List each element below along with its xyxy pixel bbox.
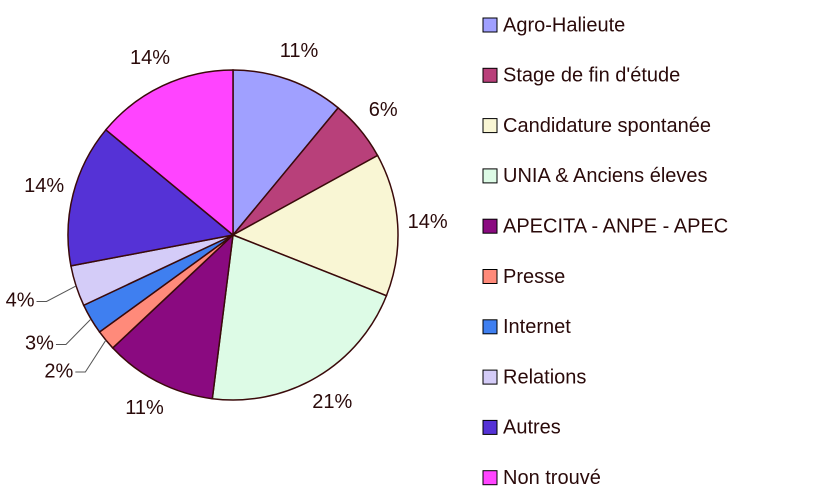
legend-label: Stage de fin d'étude bbox=[503, 65, 680, 87]
pie-slice bbox=[232, 69, 340, 238]
data-label: 11% bbox=[125, 397, 164, 419]
legend-swatch bbox=[482, 470, 498, 486]
legend-swatch bbox=[482, 168, 498, 184]
legend-label: Agro-Halieute bbox=[503, 14, 625, 36]
data-label: 21% bbox=[312, 391, 352, 413]
legend-swatch bbox=[482, 369, 498, 385]
leader-line bbox=[36, 285, 77, 302]
data-label: 4% bbox=[6, 290, 35, 312]
legend-label: Non trouvé bbox=[503, 467, 601, 489]
legend-swatch bbox=[482, 17, 498, 33]
data-label: 14% bbox=[130, 47, 170, 69]
pie-slice bbox=[104, 69, 234, 237]
data-label: 14% bbox=[408, 211, 448, 233]
legend-swatch bbox=[482, 218, 498, 234]
data-label: 14% bbox=[24, 175, 64, 197]
legend-label: Autres bbox=[503, 417, 561, 439]
legend-swatch bbox=[482, 118, 498, 134]
legend-label: Relations bbox=[503, 366, 586, 388]
legend-swatch bbox=[482, 67, 498, 83]
pie-slice bbox=[67, 128, 235, 267]
pie-slice bbox=[111, 233, 235, 400]
data-label: 2% bbox=[44, 360, 73, 382]
legend-swatch bbox=[482, 269, 498, 284]
leader-line bbox=[75, 339, 107, 373]
data-label: 6% bbox=[369, 99, 398, 121]
legend-swatch bbox=[482, 419, 498, 435]
legend-label: APECITA - ANPE - APEC bbox=[503, 215, 728, 237]
leader-line bbox=[55, 318, 92, 345]
legend-label: UNIA & Anciens éleves bbox=[503, 165, 708, 187]
legend-label: Presse bbox=[503, 266, 565, 288]
legend-swatch bbox=[482, 319, 498, 335]
pie-slice bbox=[211, 233, 388, 401]
pie-slice bbox=[231, 154, 399, 297]
legend-label: Internet bbox=[503, 316, 571, 338]
legend-label: Candidature spontanée bbox=[503, 115, 711, 137]
data-label: 11% bbox=[280, 40, 319, 62]
data-label: 3% bbox=[25, 333, 54, 355]
